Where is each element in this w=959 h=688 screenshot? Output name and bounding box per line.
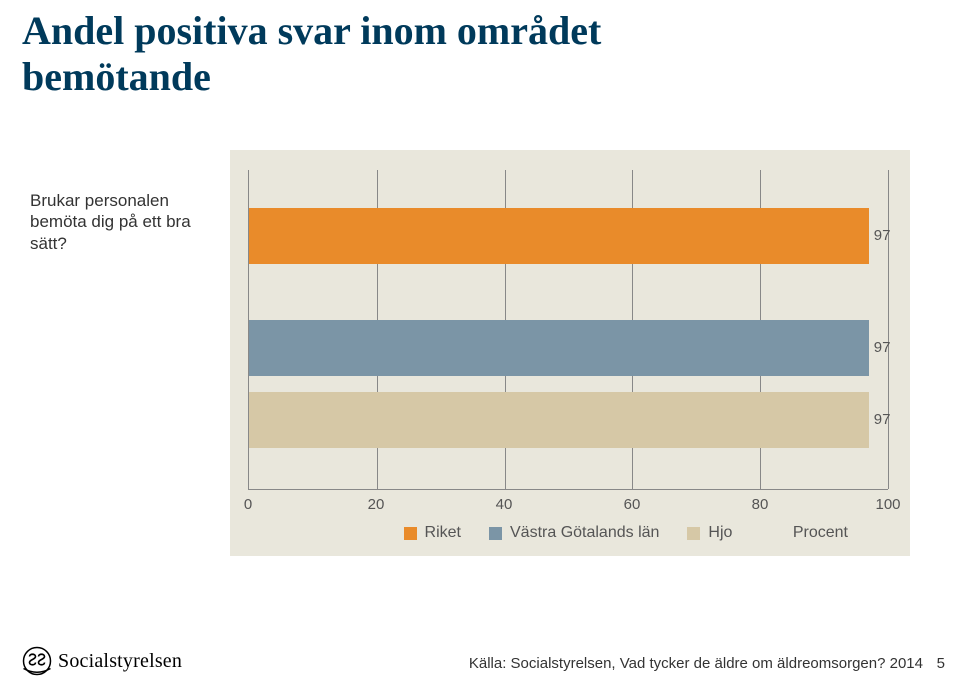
gridline (888, 170, 889, 489)
legend-swatch (489, 527, 502, 540)
legend-row: Riket Västra Götalands län Hjo (404, 524, 733, 542)
plot-area: 97 97 97 (248, 170, 888, 490)
bar-vgl (249, 320, 869, 376)
xtick: 0 (244, 496, 252, 513)
legend-item-hjo: Hjo (687, 524, 732, 542)
xtick: 80 (752, 496, 769, 513)
chart-container: 97 97 97 0 20 40 60 80 100 Riket (230, 150, 910, 556)
xtick: 20 (368, 496, 385, 513)
bar-hjo-value: 97 (874, 411, 891, 428)
legend-item-vgl: Västra Götalands län (489, 524, 659, 542)
bar-hjo (249, 392, 869, 448)
x-axis-right-label: Procent (793, 524, 848, 542)
legend-swatch (404, 527, 417, 540)
page-number: 5 (937, 655, 945, 672)
legend-label: Riket (425, 524, 461, 542)
bar-riket-value: 97 (874, 227, 891, 244)
logo-icon (22, 646, 52, 676)
logo: Socialstyrelsen (22, 646, 182, 676)
legend-label: Västra Götalands län (510, 524, 659, 542)
xtick: 100 (875, 496, 900, 513)
plot-wrap: 97 97 97 0 20 40 60 80 100 Riket (248, 170, 892, 542)
title-line-2: bemötande (22, 54, 211, 99)
legend-item-riket: Riket (404, 524, 461, 542)
legend-swatch (687, 527, 700, 540)
chart-ylabel: Brukar personalen bemöta dig på ett bra … (30, 190, 215, 254)
logo-text: Socialstyrelsen (58, 650, 182, 673)
legend-label: Hjo (708, 524, 732, 542)
bar-vgl-value: 97 (874, 339, 891, 356)
x-axis-labels: 0 20 40 60 80 100 (248, 496, 888, 518)
xtick: 60 (624, 496, 641, 513)
xtick: 40 (496, 496, 513, 513)
page-title: Andel positiva svar inom området bemötan… (22, 8, 601, 100)
footer-source: Källa: Socialstyrelsen, Vad tycker de äl… (469, 655, 923, 672)
legend: Riket Västra Götalands län Hjo Procent (248, 524, 888, 542)
title-line-1: Andel positiva svar inom området (22, 8, 601, 53)
bar-riket (249, 208, 869, 264)
